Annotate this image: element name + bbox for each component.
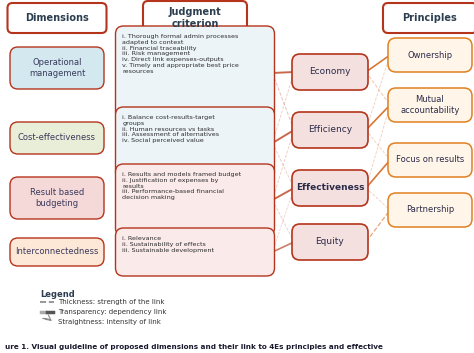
Text: Efficiency: Efficiency bbox=[308, 126, 352, 134]
FancyBboxPatch shape bbox=[388, 143, 472, 177]
Text: i. Results and models framed budget
ii. Justification of expenses by
results
iii: i. Results and models framed budget ii. … bbox=[122, 172, 242, 200]
FancyBboxPatch shape bbox=[292, 170, 368, 206]
Text: Effectiveness: Effectiveness bbox=[296, 184, 364, 192]
FancyBboxPatch shape bbox=[8, 3, 107, 33]
Text: Economy: Economy bbox=[309, 67, 351, 77]
Text: Dimensions: Dimensions bbox=[25, 13, 89, 23]
FancyBboxPatch shape bbox=[292, 112, 368, 148]
FancyBboxPatch shape bbox=[10, 177, 104, 219]
FancyBboxPatch shape bbox=[388, 38, 472, 72]
FancyBboxPatch shape bbox=[292, 54, 368, 90]
Text: i. Relevance
ii. Sustainability of effects
iii. Sustainable development: i. Relevance ii. Sustainability of effec… bbox=[122, 236, 215, 253]
Text: Thickness: strength of the link: Thickness: strength of the link bbox=[58, 299, 164, 305]
Text: Transparency: dependency link: Transparency: dependency link bbox=[58, 309, 166, 315]
FancyBboxPatch shape bbox=[116, 228, 274, 276]
Text: Mutual
accountability: Mutual accountability bbox=[401, 95, 460, 115]
Text: Straightness: intensity of link: Straightness: intensity of link bbox=[58, 319, 161, 325]
Text: Judgment
criterion: Judgment criterion bbox=[169, 7, 221, 29]
FancyBboxPatch shape bbox=[143, 1, 247, 35]
FancyBboxPatch shape bbox=[116, 164, 274, 236]
FancyBboxPatch shape bbox=[10, 47, 104, 89]
Text: Focus on results: Focus on results bbox=[396, 156, 464, 164]
FancyBboxPatch shape bbox=[388, 193, 472, 227]
Text: Legend: Legend bbox=[40, 290, 75, 299]
Text: Operational
management: Operational management bbox=[29, 58, 85, 78]
Text: Cost-effectiveness: Cost-effectiveness bbox=[18, 133, 96, 143]
Text: Partnership: Partnership bbox=[406, 205, 454, 215]
FancyBboxPatch shape bbox=[10, 122, 104, 154]
Text: i. Balance cost-results-target
groups
ii. Human resources vs tasks
iii. Assessme: i. Balance cost-results-target groups ii… bbox=[122, 115, 219, 143]
FancyBboxPatch shape bbox=[116, 26, 274, 120]
FancyBboxPatch shape bbox=[388, 88, 472, 122]
Text: Equity: Equity bbox=[316, 238, 345, 246]
FancyBboxPatch shape bbox=[116, 107, 274, 179]
Text: Interconnectedness: Interconnectedness bbox=[15, 247, 99, 257]
Text: i. Thorough formal admin processes
adapted to context
ii. Financial traceability: i. Thorough formal admin processes adapt… bbox=[122, 34, 239, 74]
Text: Ownership: Ownership bbox=[408, 50, 453, 60]
FancyBboxPatch shape bbox=[10, 238, 104, 266]
FancyBboxPatch shape bbox=[292, 224, 368, 260]
Text: ure 1. Visual guideline of proposed dimensions and their link to 4Es principles : ure 1. Visual guideline of proposed dime… bbox=[5, 344, 383, 350]
Text: Principles: Principles bbox=[402, 13, 457, 23]
FancyBboxPatch shape bbox=[383, 3, 474, 33]
Text: Result based
budgeting: Result based budgeting bbox=[30, 188, 84, 208]
